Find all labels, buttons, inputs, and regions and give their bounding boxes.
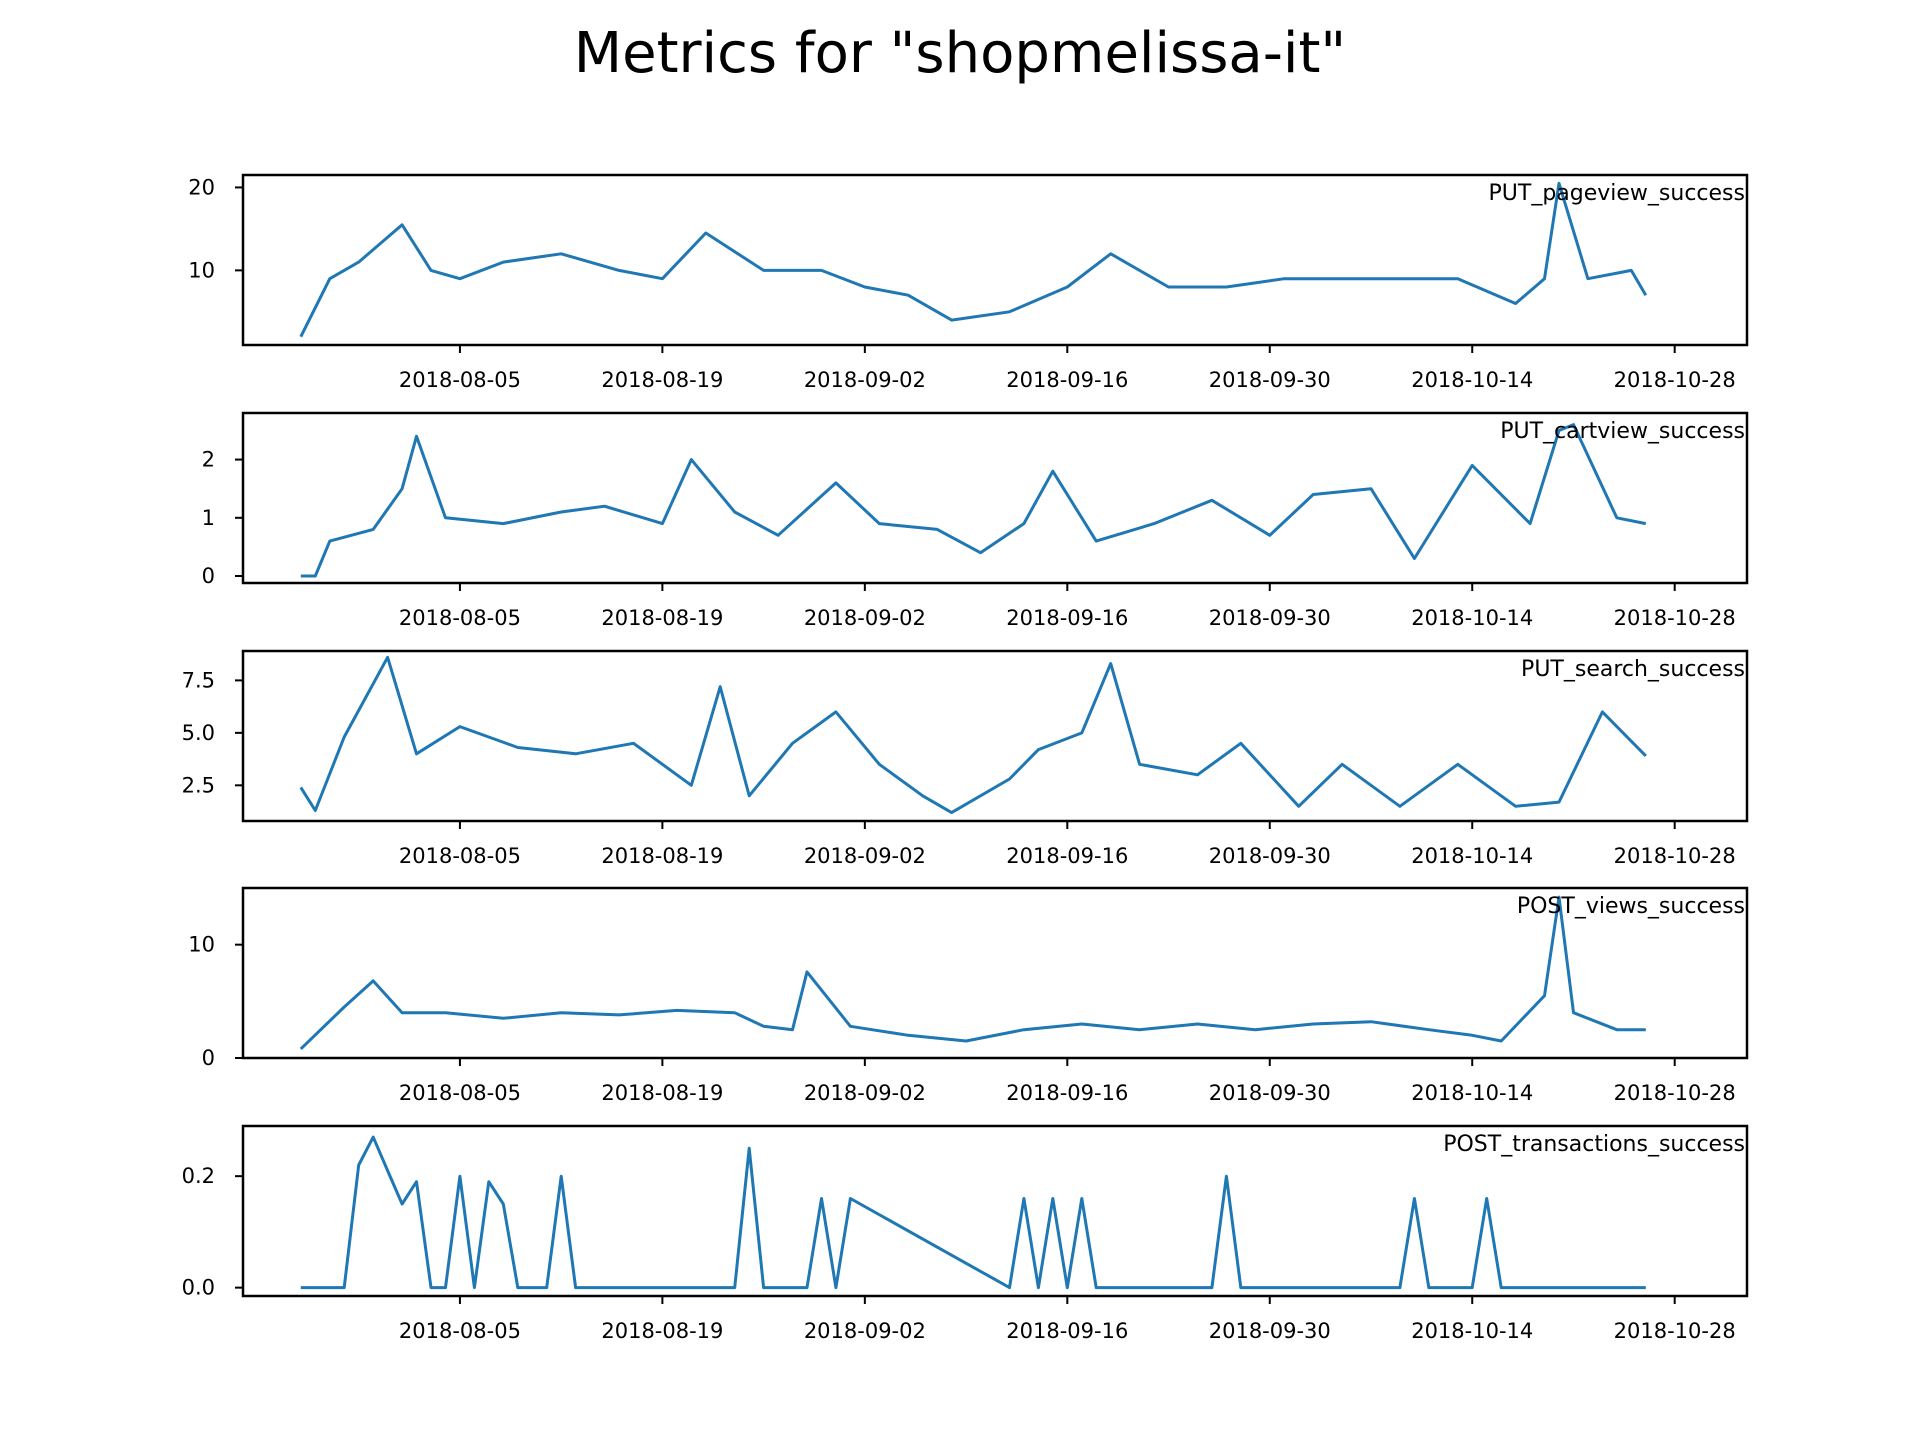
axes-frame (241, 173, 1749, 347)
series-line-4-0 (300, 1135, 1646, 1290)
x-tick-label: 2018-09-30 (1209, 368, 1331, 392)
x-tick-label: 2018-10-14 (1411, 1319, 1533, 1343)
series-line-2-0 (299, 655, 1647, 815)
x-tick-label: 2018-08-19 (601, 1081, 723, 1105)
x-tick-label: 2018-09-16 (1006, 606, 1128, 630)
x-tick-label: 2018-09-16 (1006, 844, 1128, 868)
y-tick-label: 1 (202, 506, 215, 530)
y-tick-label: 10 (188, 933, 215, 957)
x-tick-label: 2018-10-14 (1411, 844, 1533, 868)
y-tick-label: 5.0 (182, 721, 215, 745)
panel-PUT_cartview_success: PUT_cartview_success 2018-08-05 2018-08-19… (202, 411, 1749, 630)
x-tick-label: 2018-09-30 (1209, 1081, 1331, 1105)
x-tick-label: 2018-09-02 (804, 1081, 926, 1105)
series-line-3-0 (299, 895, 1646, 1050)
x-tick-label: 2018-09-30 (1209, 606, 1331, 630)
x-tick-label: 2018-10-28 (1614, 1081, 1736, 1105)
x-tick-label: 2018-09-16 (1006, 1081, 1128, 1105)
x-tick-label: 2018-08-05 (399, 844, 521, 868)
y-tick-label: 0.0 (182, 1276, 215, 1300)
x-tick-label: 2018-10-28 (1614, 1319, 1736, 1343)
x-tick-label: 2018-08-05 (399, 368, 521, 392)
y-tick-label: 7.5 (182, 668, 215, 692)
x-tick-label: 2018-09-02 (804, 606, 926, 630)
series-line-1-0 (300, 423, 1647, 578)
series-line-0-0 (299, 181, 1648, 338)
x-tick-label: 2018-08-19 (601, 606, 723, 630)
x-tick-label: 2018-10-28 (1614, 368, 1736, 392)
panel-POST_views_success: POST_views_success 2018-08-05 2018-08-19 20… (188, 886, 1749, 1105)
x-tick-label: 2018-10-28 (1614, 844, 1736, 868)
x-tick-label: 2018-08-19 (601, 368, 723, 392)
x-tick-label: 2018-08-19 (601, 1319, 723, 1343)
axes-frame (241, 886, 1749, 1060)
x-tick-label: 2018-10-14 (1411, 1081, 1533, 1105)
panel-POST_transactions_success: POST_transactions_success 2018-08-05 2018-… (182, 1124, 1749, 1343)
x-tick-label: 2018-09-30 (1209, 844, 1331, 868)
x-tick-label: 2018-10-28 (1614, 606, 1736, 630)
y-tick-label: 0 (202, 1046, 215, 1070)
panel-label: POST_transactions_success (1443, 1132, 1745, 1157)
panel-label: POST_views_success (1517, 894, 1745, 919)
panel-label: PUT_cartview_success (1500, 419, 1745, 444)
x-tick-label: 2018-08-05 (399, 606, 521, 630)
figure-title: Metrics for "shopmelissa-it" (573, 21, 1347, 86)
axes-frame (241, 649, 1749, 823)
panel-label: PUT_pageview_success (1489, 181, 1745, 206)
y-tick-label: 2 (202, 448, 215, 472)
panel-PUT_pageview_success: PUT_pageview_success 2018-08-05 2018-08-19… (188, 173, 1749, 392)
axes-frame (241, 411, 1749, 585)
y-tick-label: 20 (188, 175, 215, 199)
x-tick-label: 2018-10-14 (1411, 368, 1533, 392)
x-tick-label: 2018-08-05 (399, 1319, 521, 1343)
x-tick-label: 2018-09-16 (1006, 368, 1128, 392)
y-tick-label: 0 (202, 564, 215, 588)
x-tick-label: 2018-08-19 (601, 844, 723, 868)
x-tick-label: 2018-08-05 (399, 1081, 521, 1105)
x-tick-label: 2018-09-02 (804, 1319, 926, 1343)
axes-frame (241, 1124, 1749, 1298)
x-tick-label: 2018-09-02 (804, 844, 926, 868)
panel-PUT_search_success: PUT_search_success 2018-08-05 2018-08-19 20… (182, 649, 1749, 868)
panel-label: PUT_search_success (1521, 657, 1745, 682)
y-tick-label: 10 (188, 258, 215, 282)
y-tick-label: 2.5 (182, 773, 215, 797)
x-tick-label: 2018-09-30 (1209, 1319, 1331, 1343)
y-tick-label: 0.2 (182, 1164, 215, 1188)
x-tick-label: 2018-09-16 (1006, 1319, 1128, 1343)
x-tick-label: 2018-09-02 (804, 368, 926, 392)
x-tick-label: 2018-10-14 (1411, 606, 1533, 630)
